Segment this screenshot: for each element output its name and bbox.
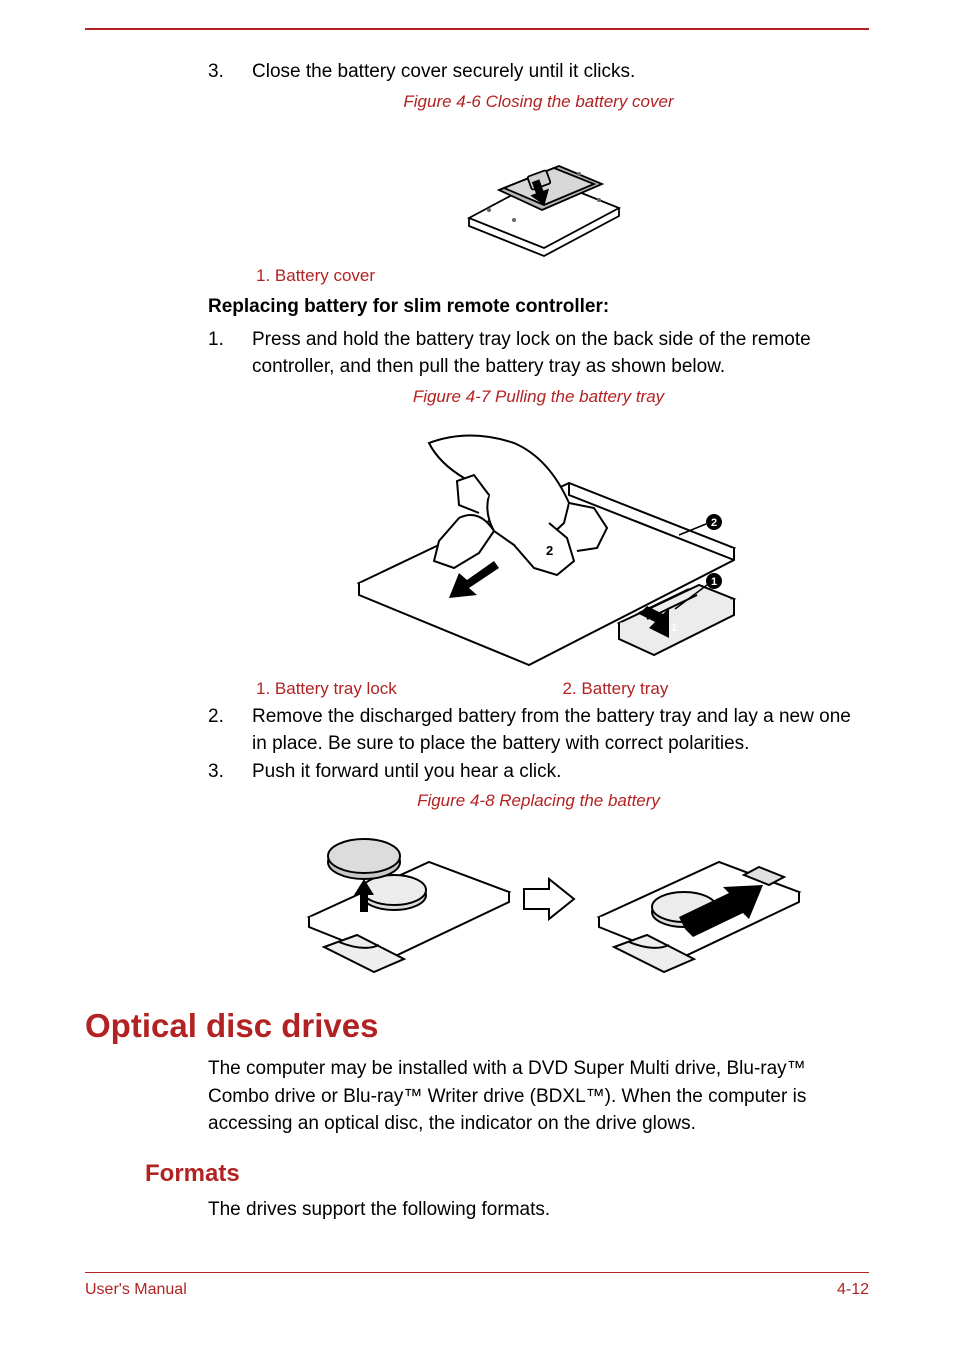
legend-item-1: 1. Battery tray lock (256, 679, 563, 699)
step-3: 3. Close the battery cover securely unti… (208, 58, 869, 86)
replacing-slim-heading: Replacing battery for slim remote contro… (208, 296, 869, 318)
legend-item-2: 2. Battery tray (563, 679, 870, 699)
step-number: 2. (208, 703, 252, 758)
figure-4-8-caption: Figure 4-8 Replacing the battery (208, 791, 869, 811)
subsection-formats: Formats (85, 1160, 869, 1188)
step-text: Press and hold the battery tray lock on … (252, 326, 869, 381)
section-intro: The computer may be installed with a DVD… (85, 1055, 869, 1138)
footer-left: User's Manual (85, 1281, 187, 1299)
page-footer: User's Manual 4-12 (85, 1272, 869, 1299)
figure-4-6-caption: Figure 4-6 Closing the battery cover (208, 92, 869, 112)
top-rule (85, 28, 869, 30)
figure-4-7-image: 2 2 1 1 (208, 413, 869, 673)
step-number: 3. (208, 58, 252, 86)
svg-text:1: 1 (671, 622, 677, 634)
step-text: Remove the discharged battery from the b… (252, 703, 869, 758)
slim-step-1: 1. Press and hold the battery tray lock … (208, 326, 869, 381)
figure-4-8-image (208, 817, 869, 987)
slim-step-2: 2. Remove the discharged battery from th… (208, 703, 869, 758)
step-number: 3. (208, 758, 252, 786)
svg-text:2: 2 (710, 517, 716, 529)
footer-right: 4-12 (837, 1281, 869, 1299)
figure-4-7-legend: 1. Battery tray lock 2. Battery tray (208, 679, 869, 699)
svg-text:2: 2 (546, 543, 553, 558)
subsection-text: The drives support the following formats… (85, 1196, 869, 1224)
bottom-rule (85, 1272, 869, 1273)
step-text: Close the battery cover securely until i… (252, 58, 869, 86)
section-optical-disc-drives: Optical disc drives (85, 1007, 869, 1045)
figure-4-7-caption: Figure 4-7 Pulling the battery tray (208, 387, 869, 407)
figure-4-6-legend: 1. Battery cover (208, 266, 869, 286)
figure-4-6-image (208, 118, 869, 258)
svg-text:1: 1 (710, 576, 716, 588)
slim-step-3: 3. Push it forward until you hear a clic… (208, 758, 869, 786)
step-number: 1. (208, 326, 252, 381)
step-text: Push it forward until you hear a click. (252, 758, 869, 786)
